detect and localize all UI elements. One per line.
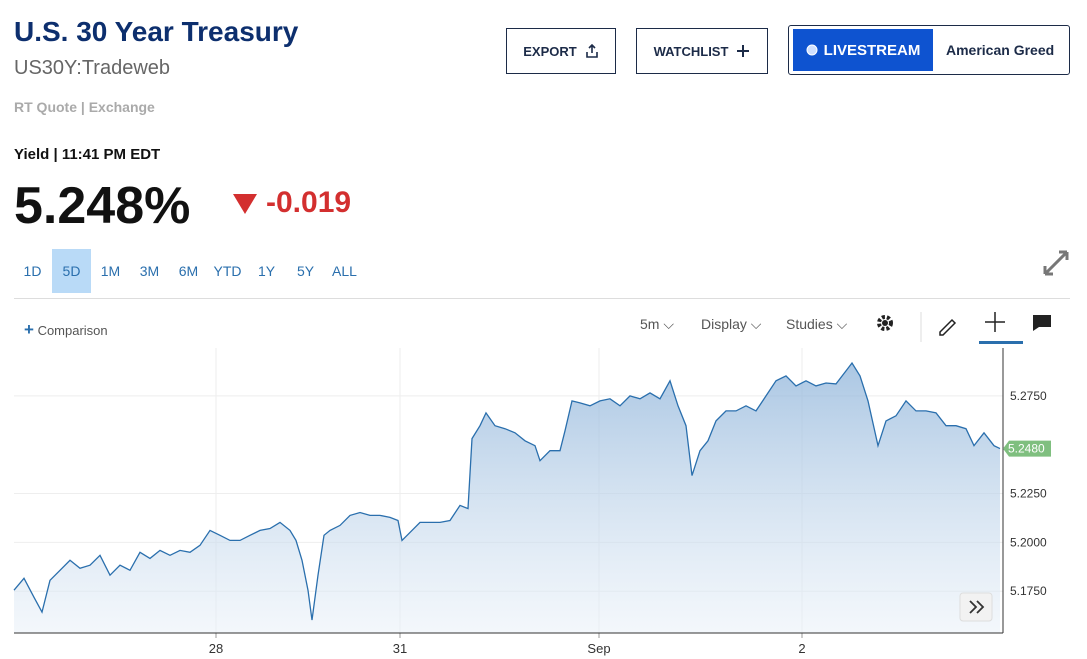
- x-tick-label: 28: [209, 641, 223, 656]
- interval-menu[interactable]: 5m ⌵: [640, 316, 674, 332]
- range-button[interactable]: 3M: [139, 263, 160, 279]
- range-button[interactable]: 1M: [100, 263, 121, 279]
- y-tick-label: 5.2000: [1010, 535, 1047, 549]
- x-tick-label: 31: [393, 641, 407, 656]
- divider: [14, 298, 1070, 299]
- live-dot: [806, 44, 818, 56]
- comparison-label: Comparison: [37, 323, 108, 338]
- livestream-label: LIVESTREAM: [823, 41, 921, 59]
- export-button[interactable]: EXPORT: [506, 28, 616, 74]
- display-menu[interactable]: Display ⌵: [701, 316, 762, 332]
- interval-label: 5m: [640, 316, 660, 332]
- comment-icon[interactable]: [1033, 315, 1051, 331]
- y-tick-label: 5.1750: [1010, 584, 1047, 598]
- price: 5.248%: [14, 177, 191, 235]
- watchlist-label: WATCHLIST: [653, 43, 729, 59]
- studies-label: Studies: [786, 316, 833, 332]
- quote-label: Yield | 11:41 PM EDT: [14, 146, 161, 163]
- range-button[interactable]: 1D: [23, 263, 42, 279]
- crosshair-icon[interactable]: [985, 312, 1005, 332]
- livestream-box[interactable]: LIVESTREAM American Greed: [788, 25, 1070, 75]
- range-selector: 1D 5D 1M 3M 6M YTD 1Y 5Y ALL: [13, 249, 364, 293]
- y-tick-label: 5.2750: [1010, 389, 1047, 403]
- settings-icon[interactable]: [877, 315, 893, 331]
- livestream-button[interactable]: LIVESTREAM: [793, 29, 933, 71]
- range-button[interactable]: 5D: [52, 249, 91, 293]
- display-label: Display: [701, 316, 747, 332]
- change: -0.019: [266, 186, 352, 219]
- range-button[interactable]: 5Y: [296, 263, 315, 279]
- show-name[interactable]: American Greed: [946, 42, 1055, 58]
- area: [14, 363, 1000, 633]
- scroll-icon: [969, 600, 985, 614]
- range-button[interactable]: 6M: [178, 263, 199, 279]
- comparison-button[interactable]: + Comparison: [24, 320, 108, 339]
- export-icon: [585, 44, 598, 58]
- export-label: EXPORT: [523, 43, 577, 59]
- tool-icons: [877, 312, 1051, 344]
- line: [13, 361, 1001, 621]
- current-value-box: [1003, 440, 1051, 457]
- expand-icon[interactable]: [1042, 249, 1070, 277]
- range-button[interactable]: 1Y: [257, 263, 276, 279]
- plus-icon: [737, 45, 750, 57]
- active-indicator: [979, 341, 1023, 344]
- draw-icon[interactable]: [939, 318, 957, 336]
- x-tick-label: 2: [798, 641, 805, 656]
- y-tick-label: 5.2250: [1010, 487, 1047, 501]
- watchlist-button[interactable]: WATCHLIST: [636, 28, 768, 74]
- x-tick-label: Sep: [587, 641, 610, 656]
- studies-menu[interactable]: Studies ⌵: [786, 316, 848, 332]
- down-arrow: [233, 194, 257, 214]
- title: U.S. 30 Year Treasury: [14, 16, 299, 47]
- quote-info: RT Quote | Exchange: [14, 99, 155, 115]
- range-button[interactable]: YTD: [213, 263, 242, 279]
- symbol: US30Y:Tradeweb: [14, 57, 171, 79]
- chart: 5.1750 5.2000 5.2250 5.2750 28 31 Sep 2 5.2480: [13, 348, 1051, 656]
- current-value-label: 5.2480: [1008, 442, 1045, 456]
- range-button[interactable]: ALL: [332, 263, 357, 279]
